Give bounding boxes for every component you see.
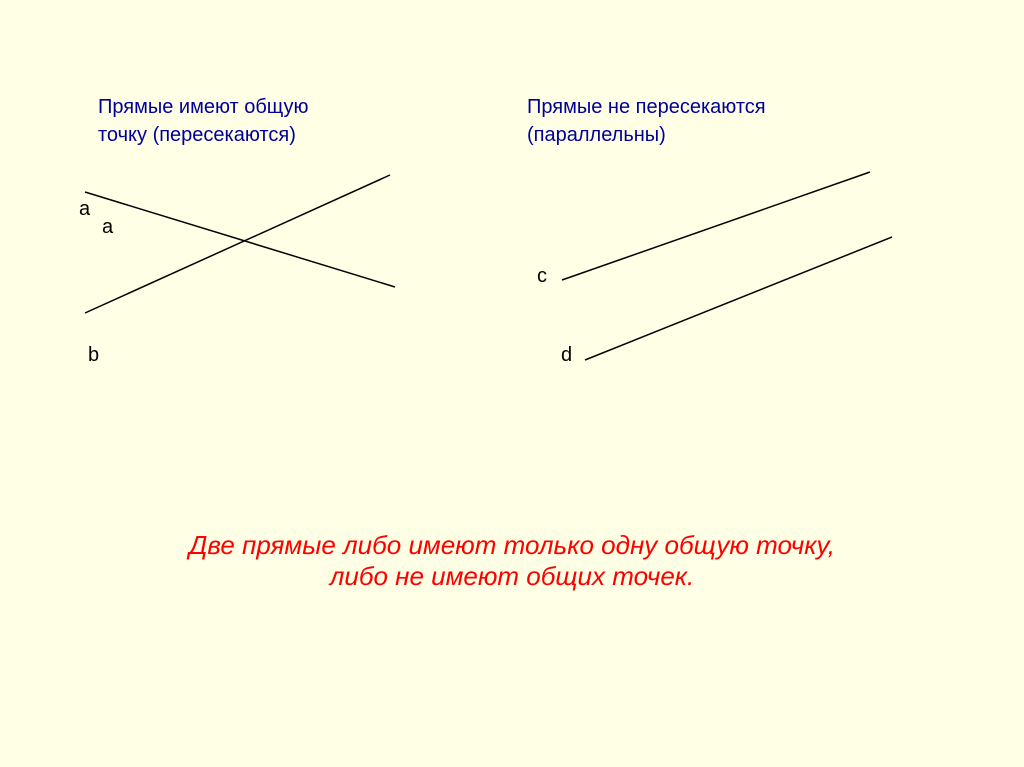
label-c: с <box>537 265 547 288</box>
label-b: b <box>88 344 99 367</box>
conclusion-line2: либо не имеют общих точек. <box>330 561 695 591</box>
label-a-inner: а <box>102 216 113 239</box>
label-d: d <box>561 344 572 367</box>
heading-right: Прямые не пересекаются (параллельны) <box>527 93 766 149</box>
heading-left-line1: Прямые имеют общую <box>98 96 309 118</box>
heading-left: Прямые имеют общую точку (пересекаются) <box>98 93 309 149</box>
heading-right-line2: (параллельны) <box>527 124 666 146</box>
heading-left-line2: точку (пересекаются) <box>98 124 296 146</box>
conclusion-text: Две прямые либо имеют только одну общую … <box>0 530 1024 592</box>
heading-right-line1: Прямые не пересекаются <box>527 96 766 118</box>
conclusion-line1: Две прямые либо имеют только одну общую … <box>189 530 835 560</box>
label-a-outer: а <box>79 198 90 221</box>
